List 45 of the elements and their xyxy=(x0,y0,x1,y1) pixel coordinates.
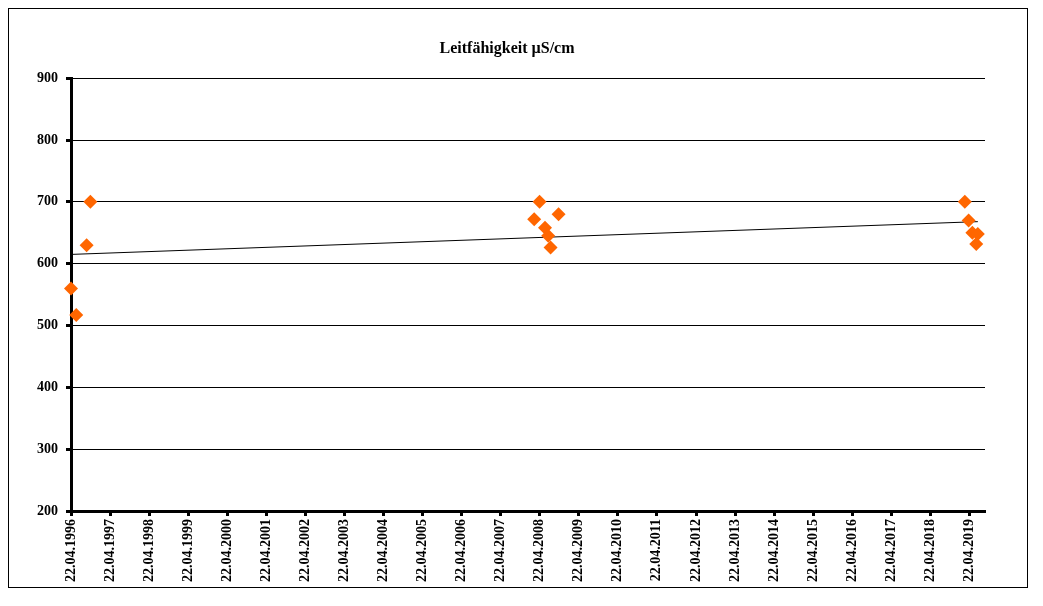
x-tick-label: 22.04.2011 xyxy=(648,519,664,582)
x-tick-label: 22.04.2006 xyxy=(453,519,469,582)
point xyxy=(69,308,84,322)
y-tick-label: 900 xyxy=(37,69,58,85)
y-tick-label: 500 xyxy=(37,317,58,333)
x-tick-label: 22.04.2005 xyxy=(414,519,430,582)
point xyxy=(551,207,566,222)
x-tick-label: 22.04.2000 xyxy=(218,519,234,582)
x-tick-label: 22.04.2012 xyxy=(687,519,703,582)
point xyxy=(543,240,558,255)
x-tick-label: 22.04.2008 xyxy=(531,519,547,582)
x-tick-label: 22.04.1997 xyxy=(101,519,117,582)
y-tick-label: 800 xyxy=(37,131,58,147)
x-tick-label: 22.04.2007 xyxy=(492,519,508,582)
x-tick-label: 22.04.1998 xyxy=(140,519,156,582)
x-tick-label: 22.04.2001 xyxy=(257,519,273,582)
point xyxy=(64,281,78,296)
chart-title: Leitfähigkeit µS/cm xyxy=(439,38,576,57)
y-tick-label: 400 xyxy=(37,378,58,394)
x-tick-label: 22.04.2018 xyxy=(921,519,937,582)
y-tick-label: 700 xyxy=(37,193,58,209)
point xyxy=(541,228,556,243)
point xyxy=(79,238,94,253)
x-tick-label: 22.04.2002 xyxy=(296,519,312,582)
point xyxy=(527,212,542,227)
x-tick-label: 22.04.2003 xyxy=(335,519,351,582)
point xyxy=(961,213,976,228)
x-tick-label: 22.04.2016 xyxy=(843,519,859,582)
x-tick-label: 22.04.1999 xyxy=(179,519,195,582)
x-tick-label: 22.04.2017 xyxy=(882,519,898,582)
y-tick-label: 200 xyxy=(37,502,58,518)
x-tick-label: 22.04.1996 xyxy=(62,519,78,582)
point xyxy=(83,194,98,209)
x-tick-label: 22.04.2014 xyxy=(765,519,781,582)
x-tick-label: 22.04.2009 xyxy=(570,519,586,582)
point xyxy=(532,194,547,209)
x-tick-label: 22.04.2019 xyxy=(960,519,976,582)
x-tick-label: 22.04.2015 xyxy=(804,519,820,582)
y-tick-label: 600 xyxy=(37,255,58,271)
y-tick-label: 300 xyxy=(37,440,58,456)
x-tick-label: 22.04.2010 xyxy=(609,519,625,582)
point xyxy=(969,236,984,251)
x-tick-label: 22.04.2004 xyxy=(375,519,391,582)
point xyxy=(957,194,972,209)
x-tick-label: 22.04.2013 xyxy=(726,519,742,582)
